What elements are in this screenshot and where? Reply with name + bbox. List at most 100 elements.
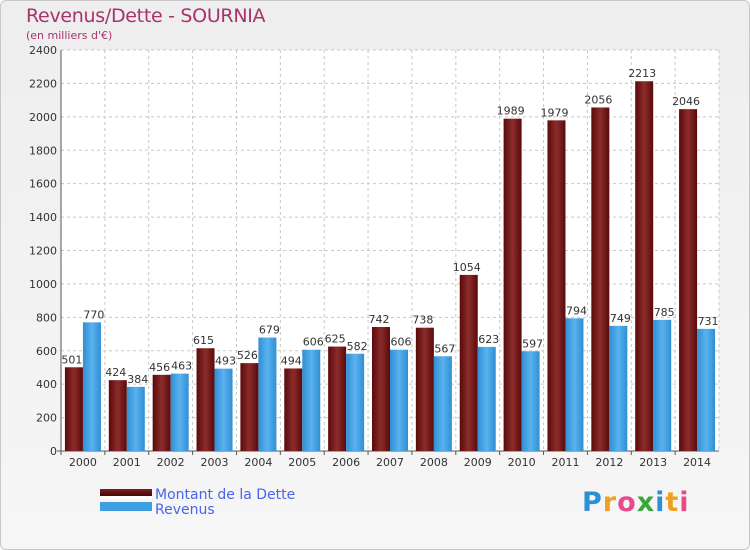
y-tick-label: 1800 (29, 144, 57, 157)
value-label: 456 (149, 361, 170, 374)
y-tick-label: 2400 (29, 44, 57, 57)
x-tick-label: 2000 (69, 456, 97, 469)
bar-revenus (82, 322, 101, 451)
y-tick-label: 1000 (29, 278, 57, 291)
value-label: 1054 (453, 261, 481, 274)
bars (64, 81, 716, 452)
value-label: 526 (237, 349, 258, 362)
bar-revenus (346, 353, 365, 451)
bar-debt (64, 367, 83, 451)
x-tick-label: 2010 (508, 456, 536, 469)
y-tick-label: 1200 (29, 245, 57, 258)
x-tick-label: 2007 (376, 456, 404, 469)
value-label: 606 (303, 336, 324, 349)
logo-letter: t (665, 487, 680, 518)
x-tick-label: 2014 (683, 456, 711, 469)
y-tick-label: 1600 (29, 178, 57, 191)
x-tick-label: 2006 (332, 456, 360, 469)
y-tick-label: 200 (36, 412, 57, 425)
legend: Montant de la Dette Revenus (100, 487, 295, 518)
value-label: 463 (171, 360, 192, 373)
bar-revenus (302, 349, 321, 451)
bar-revenus (565, 318, 584, 451)
legend-swatch-debt (100, 489, 152, 496)
bar-debt (635, 81, 654, 452)
bar-debt (240, 363, 259, 451)
logo-letter: x (636, 487, 656, 518)
x-tick-label: 2008 (420, 456, 448, 469)
value-label: 501 (61, 353, 82, 366)
bar-revenus (653, 319, 672, 451)
chart-title: Revenus/Dette - SOURNIA (26, 5, 266, 27)
x-tick-label: 2003 (201, 456, 229, 469)
y-tick-label: 2000 (29, 111, 57, 124)
value-label: 770 (83, 308, 104, 321)
value-label: 742 (369, 313, 390, 326)
value-label: 493 (215, 355, 236, 368)
chart-subtitle: (en milliers d'€) (26, 29, 113, 42)
bar-debt (152, 374, 171, 451)
logo-letter: o (617, 487, 637, 518)
x-tick-label: 2011 (551, 456, 579, 469)
x-tick-label: 2013 (639, 456, 667, 469)
value-label: 606 (391, 336, 412, 349)
bar-debt (415, 327, 434, 451)
bar-revenus (521, 351, 540, 451)
value-label: 424 (105, 366, 126, 379)
y-tick-label: 2200 (29, 77, 57, 90)
bar-debt (328, 346, 347, 451)
legend-label-revenus: Revenus (155, 502, 215, 518)
bar-revenus (126, 386, 145, 451)
bar-debt (503, 118, 522, 451)
value-label: 679 (259, 324, 280, 337)
bar-revenus (258, 337, 277, 451)
legend-swatch-debt-highlight (100, 496, 152, 499)
value-label: 384 (127, 373, 148, 386)
logo-letter: i (655, 487, 666, 518)
bar-debt (547, 120, 566, 451)
bar-revenus (433, 356, 452, 451)
logo-letter: i (679, 487, 690, 518)
y-tick-label: 1400 (29, 211, 57, 224)
x-tick-label: 2005 (288, 456, 316, 469)
y-tick-label: 800 (36, 311, 57, 324)
bar-debt (372, 327, 390, 451)
value-label: 749 (610, 312, 631, 325)
logo-letter: P (582, 487, 603, 518)
value-label: 785 (654, 306, 675, 319)
value-label: 615 (193, 334, 214, 347)
x-tick-label: 2001 (113, 456, 141, 469)
x-tick-label: 2004 (244, 456, 272, 469)
x-tick-label: 2009 (464, 456, 492, 469)
value-label: 1989 (497, 105, 525, 118)
value-label: 2213 (628, 67, 656, 80)
logo-letter: r (602, 487, 618, 518)
bar-debt (679, 109, 698, 452)
value-label: 623 (478, 333, 499, 346)
bar-revenus (214, 368, 233, 451)
bar-revenus (170, 373, 189, 451)
bar-debt (196, 348, 215, 451)
value-label: 731 (698, 315, 719, 328)
legend-label-debt: Montant de la Dette (155, 487, 295, 503)
bar-debt (459, 274, 478, 451)
value-label: 794 (566, 304, 587, 317)
bar-debt (591, 107, 610, 451)
x-tick-label: 2012 (595, 456, 623, 469)
bar-debt (108, 380, 127, 451)
y-tick-label: 0 (50, 445, 57, 458)
bar-revenus (609, 325, 628, 451)
value-label: 2046 (672, 95, 700, 108)
y-tick-label: 400 (36, 378, 57, 391)
bar-debt (284, 368, 303, 451)
value-label: 625 (325, 333, 346, 346)
value-label: 2056 (584, 93, 612, 106)
y-tick-label: 600 (36, 345, 57, 358)
legend-swatch-revenus (100, 502, 152, 511)
x-tick-label: 2002 (157, 456, 185, 469)
axes: 0 200 400 600 800 1000 1200 1400 1600 1800 2000 220… (29, 44, 719, 469)
value-label: 1979 (540, 106, 568, 119)
value-label: 494 (281, 354, 302, 367)
